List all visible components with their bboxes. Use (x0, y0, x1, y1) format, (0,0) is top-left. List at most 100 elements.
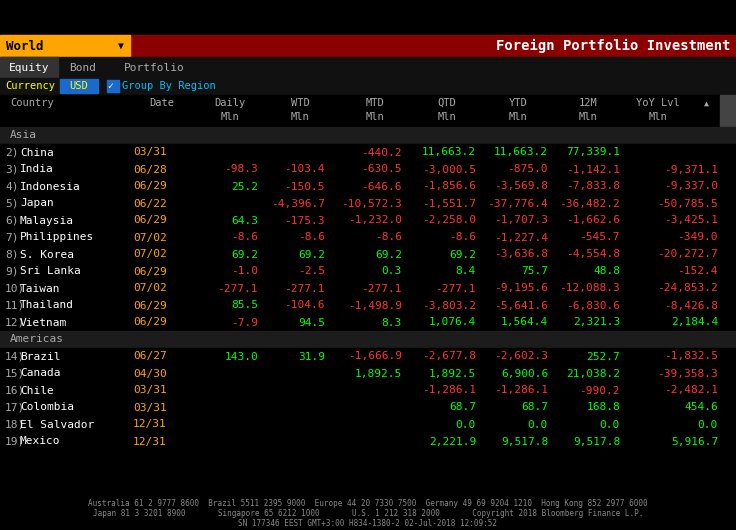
Text: 11,663.2: 11,663.2 (422, 147, 476, 157)
Text: 77,339.1: 77,339.1 (566, 147, 620, 157)
Text: 06/29: 06/29 (133, 267, 167, 277)
Text: Vietnam: Vietnam (20, 317, 67, 328)
Text: -277.1: -277.1 (361, 284, 402, 294)
Text: -630.5: -630.5 (361, 164, 402, 174)
Text: Foreign Portfolio Investment: Foreign Portfolio Investment (495, 39, 730, 53)
Text: MTD: MTD (366, 98, 384, 108)
Text: 68.7: 68.7 (449, 402, 476, 412)
Text: 1,564.4: 1,564.4 (500, 317, 548, 328)
Text: 04/30: 04/30 (133, 368, 167, 378)
Text: 06/29: 06/29 (133, 301, 167, 311)
Text: 06/29: 06/29 (133, 216, 167, 225)
Text: 69.2: 69.2 (231, 250, 258, 260)
Text: 06/22: 06/22 (133, 199, 167, 208)
Text: -277.1: -277.1 (436, 284, 476, 294)
Text: -646.6: -646.6 (361, 181, 402, 191)
Text: -1,142.1: -1,142.1 (566, 164, 620, 174)
Text: 9): 9) (5, 267, 18, 277)
Text: -3,000.5: -3,000.5 (422, 164, 476, 174)
Bar (0, 331, 736, 348)
Text: -1,666.9: -1,666.9 (348, 351, 402, 361)
Text: S. Korea: S. Korea (20, 250, 74, 260)
Text: Japan: Japan (20, 199, 54, 208)
Text: -37,776.4: -37,776.4 (487, 199, 548, 208)
Bar (0, 212, 736, 229)
Text: -36,482.2: -36,482.2 (559, 199, 620, 208)
Text: 06/29: 06/29 (133, 317, 167, 328)
Text: 2): 2) (5, 147, 18, 157)
Text: Indonesia: Indonesia (20, 181, 81, 191)
Text: World: World (6, 40, 43, 52)
Text: 3): 3) (5, 164, 18, 174)
Text: -8.6: -8.6 (298, 233, 325, 243)
Text: -545.7: -545.7 (579, 233, 620, 243)
Text: -98.3: -98.3 (224, 164, 258, 174)
Text: Philippines: Philippines (20, 233, 94, 243)
Text: Group By Region: Group By Region (122, 81, 216, 91)
Text: -104.6: -104.6 (285, 301, 325, 311)
Text: Bond: Bond (69, 63, 96, 73)
Text: 8.4: 8.4 (456, 267, 476, 277)
Text: -6,830.6: -6,830.6 (566, 301, 620, 311)
Text: Asia: Asia (10, 130, 37, 140)
Text: 1,076.4: 1,076.4 (429, 317, 476, 328)
Text: 2,221.9: 2,221.9 (429, 437, 476, 446)
Text: Portfolio: Portfolio (124, 63, 185, 73)
Text: Brazil: Brazil (20, 351, 60, 361)
Text: -10,572.3: -10,572.3 (342, 199, 402, 208)
Text: YTD: YTD (509, 98, 528, 108)
Bar (0, 127, 736, 144)
Text: 4): 4) (5, 181, 18, 191)
Text: 9,517.8: 9,517.8 (573, 437, 620, 446)
Text: China: China (20, 147, 54, 157)
Text: -1.0: -1.0 (231, 267, 258, 277)
Text: 15): 15) (5, 368, 25, 378)
Bar (0, 161, 736, 178)
Bar (60, 79, 98, 93)
Bar (0, 348, 736, 365)
Text: Equity: Equity (9, 63, 49, 73)
Text: -39,358.3: -39,358.3 (657, 368, 718, 378)
Text: -1,856.6: -1,856.6 (422, 181, 476, 191)
Bar (0, 246, 736, 263)
Text: 454.6: 454.6 (684, 402, 718, 412)
Text: 31.9: 31.9 (298, 351, 325, 361)
Bar (0, 35, 736, 57)
Text: 6,900.6: 6,900.6 (500, 368, 548, 378)
Text: El Salvador: El Salvador (20, 420, 94, 429)
Text: Malaysia: Malaysia (20, 216, 74, 225)
Text: 0.0: 0.0 (456, 420, 476, 429)
Bar (0, 144, 736, 161)
Text: -3,803.2: -3,803.2 (422, 301, 476, 311)
Text: 2,321.3: 2,321.3 (573, 317, 620, 328)
Text: -103.4: -103.4 (285, 164, 325, 174)
Bar (0, 0, 736, 35)
Text: 1,892.5: 1,892.5 (429, 368, 476, 378)
Text: 0.0: 0.0 (600, 420, 620, 429)
Text: -3,569.8: -3,569.8 (494, 181, 548, 191)
Text: 07/02: 07/02 (133, 284, 167, 294)
Text: -9,337.0: -9,337.0 (664, 181, 718, 191)
Text: -8.6: -8.6 (231, 233, 258, 243)
Text: 25.2: 25.2 (231, 181, 258, 191)
Text: -3,425.1: -3,425.1 (664, 216, 718, 225)
Bar (0, 399, 736, 416)
Text: Sri Lanka: Sri Lanka (20, 267, 81, 277)
Text: 75.7: 75.7 (521, 267, 548, 277)
Text: 12): 12) (5, 317, 25, 328)
Text: 06/28: 06/28 (133, 164, 167, 174)
Text: -1,707.3: -1,707.3 (494, 216, 548, 225)
Bar (0, 416, 736, 433)
Bar (0, 229, 736, 246)
Text: -2,677.8: -2,677.8 (422, 351, 476, 361)
Text: 9,517.8: 9,517.8 (500, 437, 548, 446)
Text: Mln: Mln (578, 112, 598, 122)
Text: 12/31: 12/31 (133, 420, 167, 429)
Text: 07/02: 07/02 (133, 250, 167, 260)
Text: Americas: Americas (10, 334, 64, 344)
Text: QTD: QTD (438, 98, 456, 108)
Text: 5): 5) (5, 199, 18, 208)
Text: 5,916.7: 5,916.7 (670, 437, 718, 446)
Bar (0, 433, 736, 450)
Text: -1,232.0: -1,232.0 (348, 216, 402, 225)
